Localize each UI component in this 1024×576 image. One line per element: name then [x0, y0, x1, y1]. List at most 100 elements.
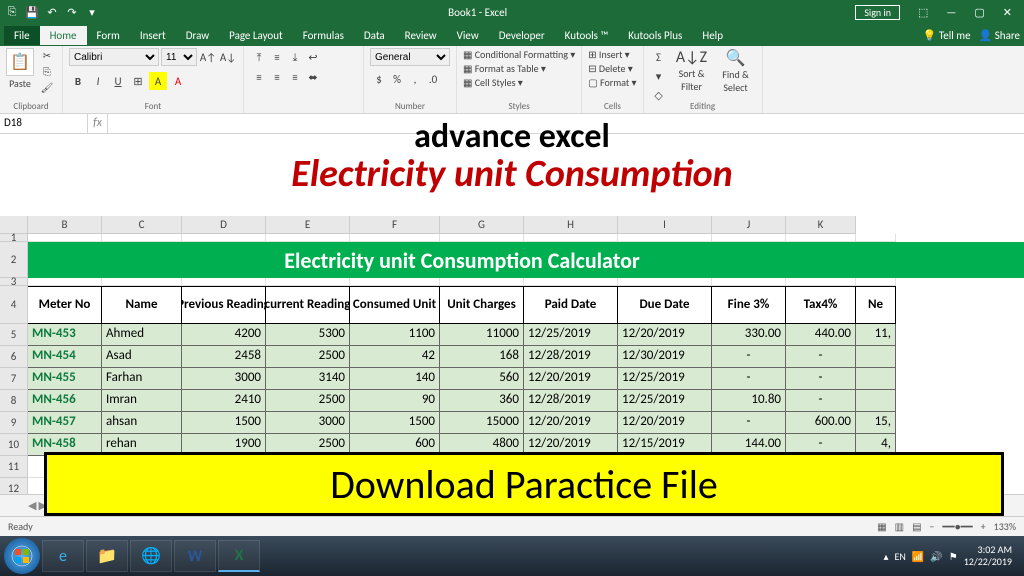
tab-review[interactable]: Review	[395, 26, 447, 45]
currency-icon[interactable]: $	[370, 70, 388, 88]
align-bot-icon[interactable]: ⤓	[286, 49, 304, 67]
close-icon[interactable]: ✕	[995, 6, 1020, 19]
align-center-icon[interactable]: ≡	[268, 69, 286, 87]
tray-up-icon[interactable]: ▴	[883, 550, 888, 563]
group-styles: ▦ Conditional Formatting ▾ ▦ Format as T…	[457, 46, 582, 113]
tray-sound-icon[interactable]: 🔊	[930, 550, 942, 563]
underline-icon[interactable]: U	[109, 72, 127, 90]
save-icon[interactable]: 💾	[24, 4, 40, 20]
tab-insert[interactable]: Insert	[130, 26, 176, 45]
tab-formulas[interactable]: Formulas	[293, 26, 354, 45]
comma-icon[interactable]: ,	[406, 70, 424, 88]
ribbon-options-icon[interactable]: ⬚	[910, 6, 936, 19]
status-ready: Ready	[8, 520, 33, 533]
download-banner: Download Paractice File	[44, 452, 1004, 516]
minimize-icon[interactable]: —	[938, 6, 964, 19]
formatpainter-icon[interactable]: 🖌	[38, 80, 56, 94]
qat-more-icon[interactable]: ▾	[84, 4, 100, 20]
bold-icon[interactable]: B	[69, 72, 87, 90]
tray-network-icon[interactable]: 📶	[912, 550, 924, 563]
tab-pagelayout[interactable]: Page Layout	[219, 26, 293, 45]
tab-view[interactable]: View	[447, 26, 489, 45]
format-cells-button[interactable]: ▢ Format ▾	[588, 76, 636, 89]
zoom-slider[interactable]: ━━●━━	[943, 520, 973, 533]
grow-font-icon[interactable]: A↑	[199, 48, 217, 66]
align-mid-icon[interactable]: ≡	[268, 48, 286, 66]
italic-icon[interactable]: I	[89, 72, 107, 90]
name-box[interactable]: D18	[0, 114, 88, 133]
number-format-select[interactable]: General	[370, 48, 450, 66]
cut-icon[interactable]: ✂	[38, 48, 56, 62]
group-cells: ⊞ Insert ▾ ⊟ Delete ▾ ▢ Format ▾ Cells	[582, 46, 643, 113]
formula-bar-row: D18 fx	[0, 114, 1024, 134]
tab-home[interactable]: Home	[40, 26, 87, 45]
zoom-in-icon[interactable]: +	[981, 520, 986, 533]
autosave-icon[interactable]: ⎘	[4, 4, 20, 20]
signin-button[interactable]: Sign in	[855, 5, 900, 20]
font-size-select[interactable]: 11	[161, 48, 197, 66]
border-icon[interactable]: ⊞	[129, 72, 147, 90]
tab-file[interactable]: File	[4, 26, 40, 45]
fill-color-icon[interactable]: A	[149, 72, 167, 90]
tab-form[interactable]: Form	[87, 26, 130, 45]
paste-button[interactable]: 📋 Paste	[6, 48, 34, 90]
group-alignment: ⤒≡⤓↩ ≡≡≡⬌	[244, 46, 364, 113]
font-color-icon[interactable]: A	[169, 72, 187, 90]
font-name-select[interactable]: Calibri	[69, 48, 159, 66]
share-button[interactable]: 👤 Share	[979, 29, 1020, 42]
paste-icon: 📋	[6, 48, 34, 76]
taskbar-excel[interactable]: X	[218, 540, 260, 572]
row-headers[interactable]: 1234567891011121314	[0, 234, 28, 494]
delete-cells-button[interactable]: ⊟ Delete ▾	[588, 62, 632, 75]
inc-dec-icon[interactable]: .0	[424, 70, 442, 88]
group-number: General $%,.0 Number	[364, 46, 457, 113]
taskbar-word[interactable]: W	[174, 540, 216, 572]
align-right-icon[interactable]: ≡	[286, 69, 304, 87]
taskbar-explorer[interactable]: 📁	[86, 540, 128, 572]
excel-window: ⎘ 💾 ↶ ↷ ▾ Book1 - Excel Sign in ⬚ — ▢ ✕ …	[0, 0, 1024, 536]
tray-flag-icon[interactable]: ⚑	[949, 550, 958, 563]
copy-icon[interactable]: ⎘	[38, 64, 56, 78]
tray-datetime[interactable]: 3:02 AM12/22/2019	[964, 544, 1012, 568]
cell-styles-button[interactable]: ▦ Cell Styles ▾	[463, 76, 523, 89]
format-table-button[interactable]: ▦ Format as Table ▾	[463, 62, 546, 75]
tab-data[interactable]: Data	[354, 26, 395, 45]
taskbar-ie[interactable]: e	[42, 540, 84, 572]
wrap-icon[interactable]: ↩	[304, 48, 322, 66]
tab-developer[interactable]: Developer	[489, 26, 555, 45]
redo-icon[interactable]: ↷	[64, 4, 80, 20]
view-normal-icon[interactable]: ▦	[877, 520, 886, 533]
find-icon[interactable]: 🔍	[726, 48, 746, 68]
tab-kutools[interactable]: Kutools ™	[555, 26, 619, 45]
percent-icon[interactable]: %	[388, 70, 406, 88]
insert-cells-button[interactable]: ⊞ Insert ▾	[588, 48, 629, 61]
formula-bar[interactable]	[108, 114, 1024, 133]
statusbar: Ready ▦ ▥ ▤ − ━━●━━ + 133%	[0, 516, 1024, 536]
view-break-icon[interactable]: ▤	[912, 520, 921, 533]
start-button[interactable]	[4, 538, 40, 574]
tab-help[interactable]: Help	[692, 26, 733, 45]
tab-kutoolsplus[interactable]: Kutools Plus	[618, 26, 692, 45]
fill-icon[interactable]: ▾	[650, 67, 668, 85]
cond-format-button[interactable]: ▦ Conditional Formatting ▾	[463, 48, 575, 61]
group-font: Calibri 11 A↑ A↓ B I U ⊞ A A Font	[63, 46, 244, 113]
tray-lang[interactable]: EN	[895, 550, 906, 563]
shrink-font-icon[interactable]: A↓	[219, 48, 237, 66]
view-layout-icon[interactable]: ▥	[895, 520, 904, 533]
align-left-icon[interactable]: ≡	[250, 69, 268, 87]
tellme[interactable]: 💡 Tell me	[923, 29, 971, 42]
ribbon-tabs: File Home Form Insert Draw Page Layout F…	[0, 24, 1024, 46]
taskbar-chrome[interactable]: 🌐	[130, 540, 172, 572]
zoom-out-icon[interactable]: −	[930, 520, 935, 533]
tab-draw[interactable]: Draw	[176, 26, 219, 45]
undo-icon[interactable]: ↶	[44, 4, 60, 20]
autosum-icon[interactable]: Σ	[650, 48, 668, 66]
merge-icon[interactable]: ⬌	[304, 69, 322, 87]
sort-icon[interactable]: A↓Z	[676, 48, 707, 67]
fx-icon[interactable]: fx	[88, 114, 108, 133]
align-top-icon[interactable]: ⤒	[250, 49, 268, 67]
column-headers[interactable]: BCDEFGHIJK	[28, 216, 856, 234]
tab-prev-icon[interactable]: ◀	[28, 499, 36, 512]
maximize-icon[interactable]: ▢	[966, 6, 992, 19]
zoom-level[interactable]: 133%	[994, 520, 1016, 533]
